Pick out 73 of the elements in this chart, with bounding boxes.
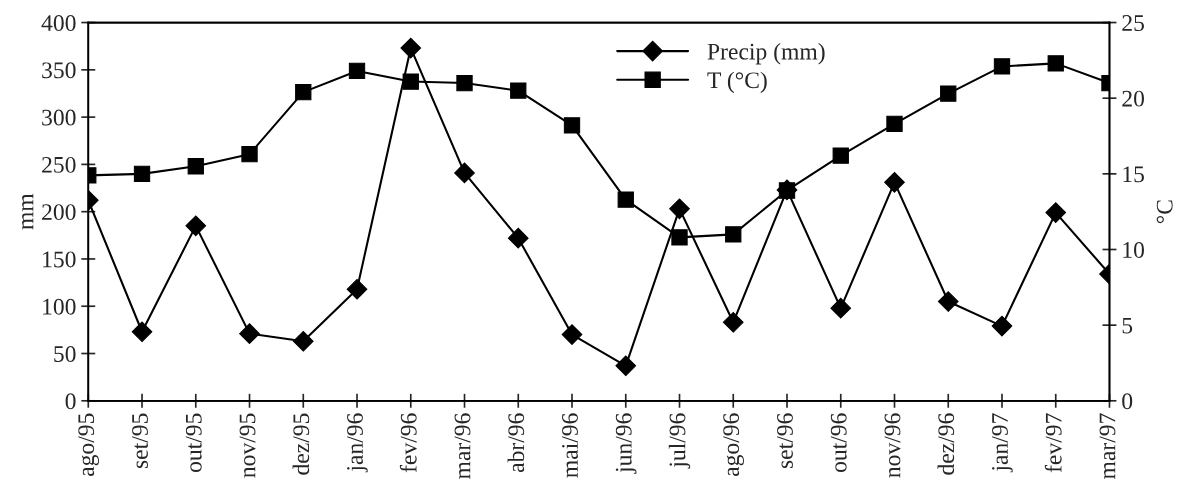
x-tick-label: out/95: [185, 413, 202, 473]
point: [185, 215, 207, 237]
y2-tick-label: 25: [1122, 15, 1144, 31]
point: [671, 229, 688, 246]
y2-tick-label: 5: [1122, 317, 1133, 334]
y-tick-label: 300: [42, 109, 76, 126]
point: [295, 83, 312, 101]
point: [722, 311, 744, 333]
x-tick-label: set/96: [777, 413, 793, 469]
y2-tick-label: 10: [1123, 241, 1145, 258]
x-tick-label: jan/96: [347, 413, 368, 473]
y2-tick-label: 15: [1123, 166, 1144, 183]
point: [510, 82, 527, 99]
y-tick-label: 150: [43, 251, 76, 268]
point: [454, 162, 475, 184]
point: [669, 198, 690, 220]
point: [884, 172, 905, 193]
x-tick-label: mar/97: [1099, 413, 1116, 479]
x-tick-label: jan/97: [992, 413, 1013, 473]
y-tick-label: 250: [42, 156, 76, 173]
y-tick-label: 100: [43, 298, 76, 315]
legend-label: Precip (mm): [707, 43, 825, 65]
y2-tick-label: 20: [1122, 90, 1145, 107]
x-tick-label: dez/95: [292, 413, 310, 475]
y-axis-title: mm: [22, 193, 34, 230]
x-tick-label: jun/96: [615, 413, 637, 474]
point: [400, 37, 422, 59]
x-tick-label: mai/96: [562, 413, 578, 478]
point: [239, 323, 260, 344]
point: [993, 58, 1011, 75]
point: [886, 115, 903, 133]
point: [133, 165, 151, 183]
point: [507, 227, 529, 249]
y-tick-label: 50: [54, 346, 76, 362]
point: [1047, 55, 1064, 72]
point: [402, 73, 419, 90]
x-tick-label: ago/96: [723, 413, 744, 477]
x-tick-label: ago/95: [78, 413, 99, 477]
legend-label: T (°C): [707, 71, 767, 94]
x-tick-label: fev/96: [399, 413, 417, 473]
x-tick-label: nov/95: [239, 413, 256, 478]
point: [725, 226, 742, 243]
point: [187, 158, 204, 175]
point: [292, 330, 314, 352]
x-tick-label: set/95: [132, 413, 148, 469]
point: [561, 324, 583, 345]
point: [937, 291, 959, 312]
x-tick-label: abr/96: [507, 413, 525, 473]
x-tick-label: dez/96: [937, 413, 955, 475]
point: [346, 278, 368, 300]
y2-tick-label: 0: [1122, 393, 1133, 410]
point: [940, 85, 957, 102]
point: [131, 321, 153, 343]
y2-axis-title: °C: [1156, 200, 1173, 224]
point: [617, 191, 634, 208]
y-tick-label: 200: [42, 204, 76, 221]
x-tick-label: jul/96: [668, 413, 691, 469]
x-tick-label: nov/96: [884, 413, 901, 478]
point: [830, 297, 852, 319]
x-tick-label: mar/96: [454, 413, 471, 479]
point: [832, 147, 849, 164]
point: [456, 74, 473, 92]
point: [348, 62, 366, 80]
y-tick-label: 400: [41, 15, 76, 31]
x-tick-label: out/96: [830, 413, 847, 473]
point: [991, 315, 1013, 337]
point: [241, 146, 258, 163]
x-tick-label: fev/97: [1044, 413, 1062, 473]
point: [563, 117, 581, 134]
point: [1045, 202, 1067, 223]
y-tick-label: 350: [42, 62, 76, 79]
y-tick-label: 0: [65, 393, 76, 410]
point: [615, 355, 637, 377]
